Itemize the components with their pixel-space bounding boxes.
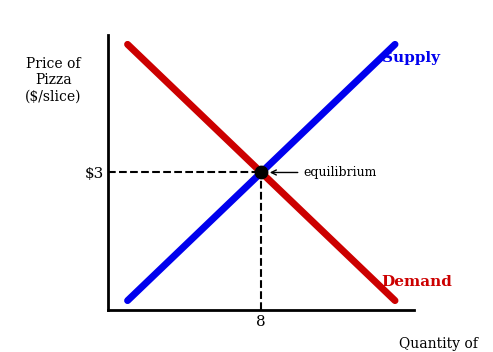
Text: Supply: Supply bbox=[382, 51, 440, 65]
Point bbox=[257, 170, 265, 175]
Text: equilibrium: equilibrium bbox=[271, 166, 377, 179]
Text: Demand: Demand bbox=[382, 275, 453, 289]
Text: Quantity of
Pizza (slices): Quantity of Pizza (slices) bbox=[393, 337, 484, 352]
Text: Price of
Pizza
($/slice): Price of Pizza ($/slice) bbox=[25, 57, 82, 103]
